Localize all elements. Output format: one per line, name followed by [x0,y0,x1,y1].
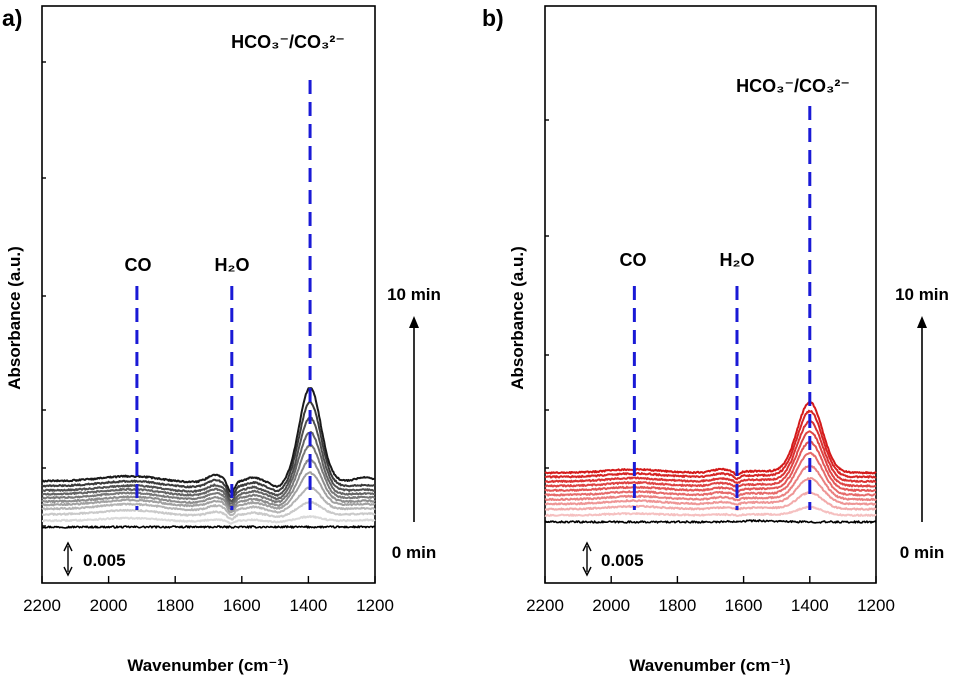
x-tick-label: 1800 [658,596,696,615]
x-tick-label: 2000 [90,596,128,615]
time-arrow: 10 min 0 min [895,285,949,562]
y-ticks [42,61,46,527]
scale-bar-arrows [582,541,592,577]
spectrum-series [41,387,376,494]
y-axis-label: Absorbance (a.u.) [5,246,24,390]
annotation-carbonate-label: HCO₃⁻/CO₃²⁻ [736,76,850,96]
time-arrow-head [409,316,419,328]
x-axis-label: Wavenumber (cm⁻¹) [629,656,790,675]
spectrum-series [544,430,877,488]
x-tick-label: 2200 [526,596,564,615]
x-axis-label: Wavenumber (cm⁻¹) [127,656,288,675]
x-tick-label: 1200 [356,596,394,615]
spectrum-series [544,419,877,485]
x-tick-label: 2000 [592,596,630,615]
spectrum-series [41,471,376,514]
spectra-series [544,400,877,524]
spectrum-series [544,491,877,511]
time-arrow-head [917,316,927,328]
scale-bar-label: 0.005 [83,551,126,570]
annotation-co: CO [620,250,647,270]
annotation-water-label: H₂O [215,255,250,275]
x-tick-label: 1800 [156,596,194,615]
spectrum-series [41,515,376,525]
spectrum-series [41,401,376,499]
spectrum-series [41,416,376,503]
scale-bar: 0.005 [582,541,644,577]
spectrum-series [41,444,376,508]
spectrum-series [41,430,376,505]
x-ticks: 2200 2000 1800 1600 1400 1200 [526,576,895,615]
assignment-lines [632,106,812,510]
annotation-co: CO [125,255,152,275]
panel-label: a) [2,5,22,31]
spectrum-series [544,464,877,502]
annotation-water: H₂O [720,250,755,270]
time-end-label: 10 min [387,285,441,304]
spectrum-series [41,458,376,511]
assignment-lines [135,80,312,510]
spectrum-series [544,505,877,517]
x-tick-label: 1400 [791,596,829,615]
time-start-label: 0 min [900,543,944,562]
x-tick-label: 2200 [23,596,61,615]
panel-label: b) [482,5,504,31]
spectrum-series [544,409,877,481]
x-ticks: 2200 2000 1800 1600 1400 1200 [23,576,394,615]
x-tick-label: 1400 [289,596,327,615]
scale-bar-label: 0.005 [601,551,644,570]
annotation-carbonate-label: HCO₃⁻/CO₃²⁻ [231,32,345,52]
x-tick-label: 1200 [857,596,895,615]
spectrum-series [544,400,877,476]
plot-frame [544,5,877,584]
x-tick-label: 1600 [223,596,261,615]
y-axis-label: Absorbance (a.u.) [508,246,527,390]
spectra-series [41,387,376,529]
plot-frame [41,5,376,584]
spectrum-series [544,477,877,506]
spectrum-series [41,525,376,529]
annotation-water: H₂O [215,255,250,275]
spectrum-series [544,519,877,524]
spectrum-series [41,500,376,521]
spectrum-series [544,440,877,494]
annotation-water-label: H₂O [720,250,755,270]
spectrum-series [544,451,877,498]
spectrum-series [41,486,376,517]
scale-bar: 0.005 [63,541,126,577]
panel-b: b) Absorbance (a.u.) Wavenumber (cm⁻¹) 2… [482,5,949,675]
x-tick-label: 1600 [725,596,763,615]
time-end-label: 10 min [895,285,949,304]
annotation-carbonate: HCO₃⁻/CO₃²⁻ [231,32,345,52]
time-arrow: 10 min 0 min [387,285,441,562]
time-start-label: 0 min [392,543,436,562]
panel-a: a) Absorbance (a.u.) Wavenumber (cm⁻¹) 2… [2,5,441,675]
annotation-co-label: CO [125,255,152,275]
scale-bar-arrows [63,541,73,577]
annotation-carbonate: HCO₃⁻/CO₃²⁻ [736,76,850,96]
annotation-co-label: CO [620,250,647,270]
